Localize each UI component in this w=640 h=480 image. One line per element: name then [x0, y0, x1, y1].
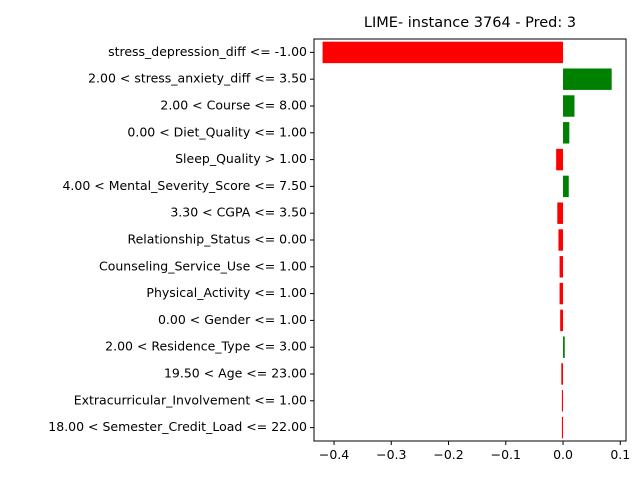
bar: [559, 282, 564, 305]
x-tick-label: 0.1: [610, 447, 630, 462]
bar: [559, 256, 564, 278]
y-tick-label: 19.50 < Age <= 23.00: [164, 366, 307, 381]
bar: [558, 229, 564, 251]
chart-title: LIME- instance 3764 - Pred: 3: [364, 15, 576, 31]
y-tick-label: 4.00 < Mental_Severity_Score <= 7.50: [62, 178, 307, 193]
y-tick-label: Physical_Activity <= 1.00: [146, 285, 307, 300]
bar: [563, 68, 612, 90]
bar: [563, 122, 570, 144]
bar: [563, 175, 569, 198]
x-tick-label: −0.2: [433, 447, 463, 462]
bar: [561, 416, 564, 439]
y-tick-labels: stress_depression_diff <= -1.00 2.00 < st…: [48, 44, 314, 434]
x-tick-label: −0.4: [319, 447, 349, 462]
y-tick-label: 3.30 < CGPA <= 3.50: [170, 205, 307, 220]
bars-group: [322, 41, 612, 439]
y-tick-label: 2.00 < Residence_Type <= 3.00: [105, 339, 307, 354]
x-axis: −0.4 −0.3 −0.2 −0.1 0.0 0.1: [319, 441, 630, 462]
y-tick-label: Sleep_Quality > 1.00: [175, 151, 307, 166]
y-tick-label: 18.00 < Semester_Credit_Load <= 22.00: [48, 419, 307, 434]
bar: [322, 41, 564, 64]
y-tick-label: 0.00 < Diet_Quality <= 1.00: [127, 124, 307, 139]
bar: [563, 336, 565, 358]
bar: [561, 363, 564, 385]
y-tick-label: Relationship_Status <= 0.00: [127, 232, 307, 247]
x-tick-label: −0.1: [491, 447, 521, 462]
plot-frame: [313, 38, 627, 442]
x-tick-label: 0.0: [553, 447, 573, 462]
x-tick-label: −0.3: [376, 447, 406, 462]
bar: [556, 148, 564, 171]
y-tick-label: 2.00 < Course <= 8.00: [160, 98, 307, 113]
y-tick-label: Extracurricular_Involvement <= 1.00: [74, 392, 307, 407]
y-tick-label: 2.00 < stress_anxiety_diff <= 3.50: [88, 71, 307, 86]
y-tick-label: Counseling_Service_Use <= 1.00: [99, 258, 307, 273]
y-tick-label: 0.00 < Gender <= 1.00: [158, 312, 307, 327]
bar: [560, 309, 564, 332]
bar: [561, 390, 564, 412]
bar: [563, 95, 575, 117]
y-tick-label: stress_depression_diff <= -1.00: [108, 44, 307, 59]
bar: [557, 202, 564, 224]
